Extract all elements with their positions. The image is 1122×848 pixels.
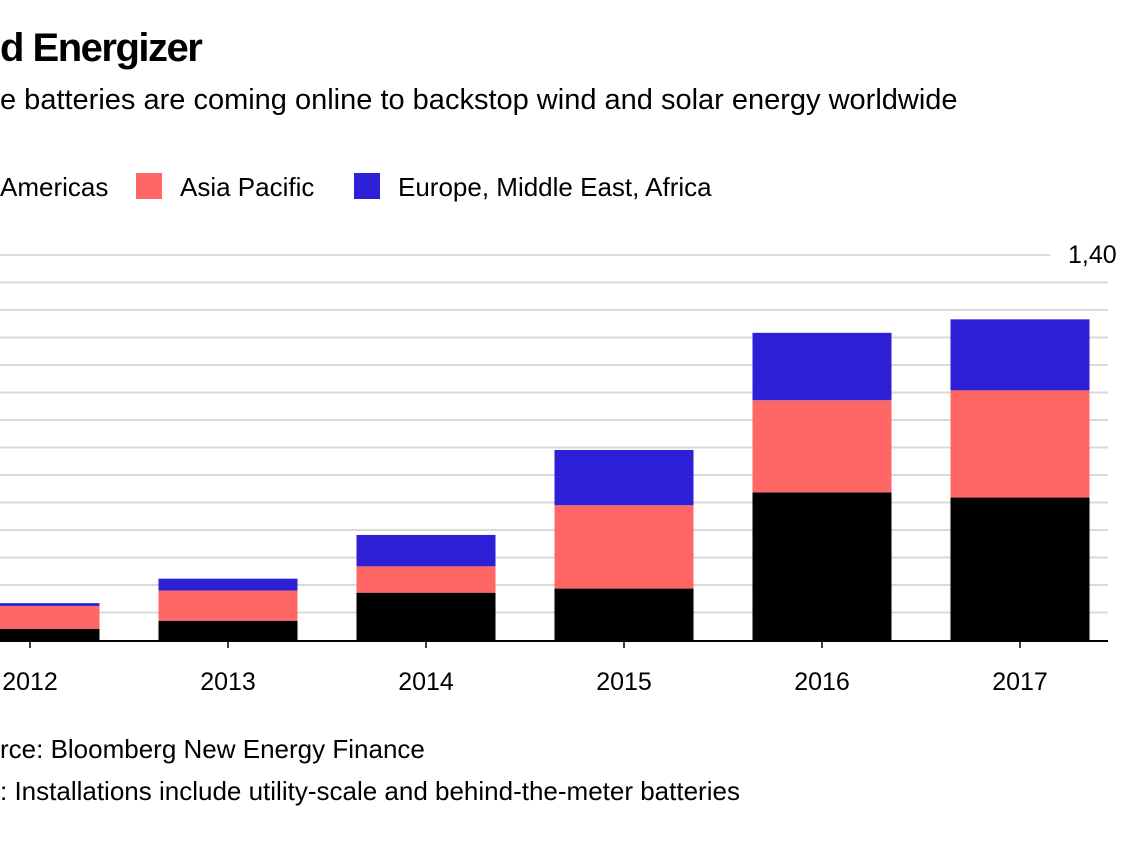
legend-label-americas: Americas (0, 172, 109, 202)
bar-segment-americas-2013 (158, 620, 298, 640)
x-tick-label-2012: 2012 (2, 668, 58, 696)
bar-segment-asia-pacific-2015 (554, 505, 694, 589)
x-axis-ticks (29, 641, 1021, 648)
legend-item-americas: Americas (0, 170, 108, 204)
x-tick-label-2014: 2014 (398, 668, 454, 696)
bar-segment-asia-pacific-2017 (950, 390, 1090, 498)
chart-title: d Energizer (0, 26, 203, 70)
x-tick-label-2013: 2013 (200, 668, 256, 696)
bar-segment-americas-2012 (0, 629, 100, 640)
legend-swatch-asia-pacific (136, 173, 162, 199)
bar-segment-europe-middle-east-africa-2016 (752, 332, 892, 401)
x-axis-labels: 2012 2013 2014 2015 2016 2017 (2, 668, 1048, 696)
x-tick-label-2015: 2015 (596, 668, 652, 696)
bar-segment-europe-middle-east-africa-2017 (950, 319, 1090, 391)
chart-subtitle: e batteries are coming online to backsto… (0, 84, 958, 116)
gridlines (0, 254, 1108, 614)
bar-segment-europe-middle-east-africa-2013 (158, 578, 298, 591)
bar-segment-asia-pacific-2013 (158, 590, 298, 621)
bars (0, 319, 1090, 640)
footnote: : Installations include utility-scale an… (0, 776, 740, 806)
bar-segment-americas-2017 (950, 497, 1090, 640)
bar-segment-asia-pacific-2012 (0, 605, 100, 629)
bar-segment-americas-2016 (752, 492, 892, 640)
legend-label-asia-pacific: Asia Pacific (180, 172, 315, 202)
legend-label-emea: Europe, Middle East, Africa (398, 172, 712, 202)
x-tick-label-2017: 2017 (992, 668, 1048, 696)
bar-segment-europe-middle-east-africa-2014 (356, 534, 496, 567)
x-tick-label-2016: 2016 (794, 668, 850, 696)
y-tick-label-top: 1,40 (1068, 241, 1117, 269)
legend-swatch-emea (354, 173, 380, 199)
bar-segment-europe-middle-east-africa-2012 (0, 603, 100, 606)
bar-segment-asia-pacific-2016 (752, 400, 892, 493)
bar-segment-europe-middle-east-africa-2015 (554, 449, 694, 506)
bar-segment-americas-2015 (554, 588, 694, 640)
bar-segment-asia-pacific-2014 (356, 566, 496, 593)
bar-segment-americas-2014 (356, 592, 496, 640)
source-note: rce: Bloomberg New Energy Finance (0, 734, 425, 764)
